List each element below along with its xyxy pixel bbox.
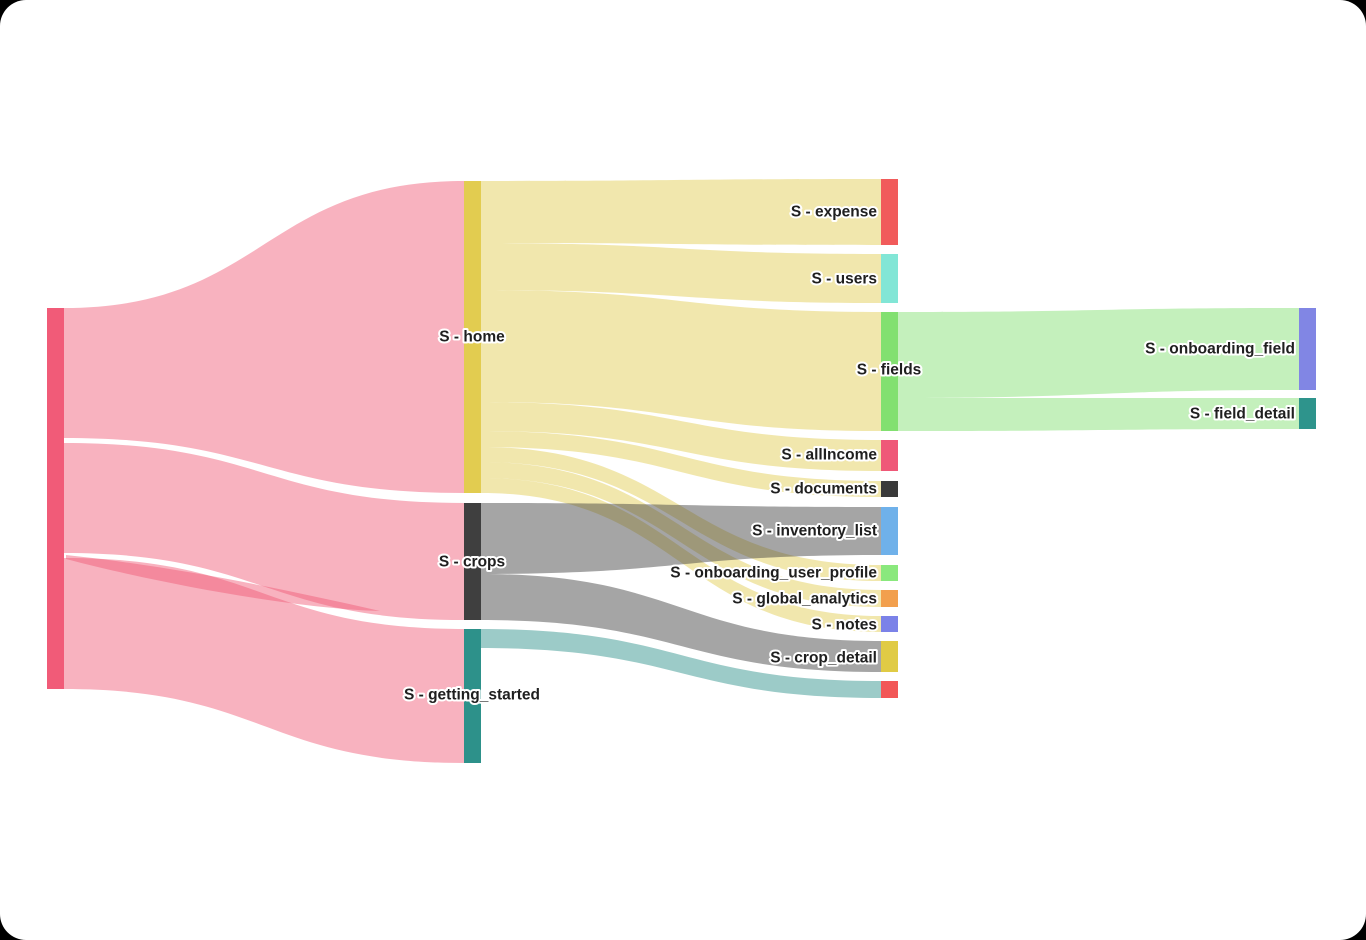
node-inventory_list[interactable] bbox=[881, 507, 898, 555]
link-home-to-notes[interactable] bbox=[481, 478, 881, 632]
link-crops-to-crop_detail[interactable] bbox=[481, 574, 881, 672]
node-global_analytics[interactable] bbox=[881, 590, 898, 607]
node-allIncome[interactable] bbox=[881, 440, 898, 471]
link-home-to-users[interactable] bbox=[481, 243, 881, 303]
link-home-to-documents[interactable] bbox=[481, 431, 881, 497]
node-notes[interactable] bbox=[881, 616, 898, 632]
link-root-to-crops[interactable] bbox=[64, 443, 464, 620]
link-fields-to-onboarding_field[interactable] bbox=[898, 308, 1299, 398]
link-home-to-fields[interactable] bbox=[481, 290, 881, 431]
node-expense[interactable] bbox=[881, 179, 898, 245]
link-root-to-getting_started[interactable] bbox=[64, 558, 464, 763]
link-fields-to-field_detail[interactable] bbox=[898, 398, 1299, 431]
link-getting_started-to-end_red[interactable] bbox=[481, 629, 881, 698]
node-root[interactable] bbox=[47, 308, 64, 689]
node-onboarding_user_profile[interactable] bbox=[881, 565, 898, 581]
node-field_detail[interactable] bbox=[1299, 398, 1316, 429]
link-home-to-global_analytics[interactable] bbox=[481, 462, 881, 607]
link-home-to-onboarding_user_profile[interactable] bbox=[481, 447, 881, 581]
link-home-to-allIncome[interactable] bbox=[481, 402, 881, 471]
node-crop_detail[interactable] bbox=[881, 641, 898, 672]
node-home[interactable] bbox=[464, 181, 481, 493]
node-users[interactable] bbox=[881, 254, 898, 303]
node-fields[interactable] bbox=[881, 312, 898, 431]
node-crops[interactable] bbox=[464, 503, 481, 620]
link-home-to-expense[interactable] bbox=[481, 179, 881, 245]
link-root-to-home[interactable] bbox=[64, 181, 464, 493]
node-end_red[interactable] bbox=[881, 681, 898, 698]
node-getting_started[interactable] bbox=[464, 629, 481, 763]
node-documents[interactable] bbox=[881, 481, 898, 497]
link-crops-to-inventory_list[interactable] bbox=[481, 503, 881, 574]
node-onboarding_field[interactable] bbox=[1299, 308, 1316, 390]
